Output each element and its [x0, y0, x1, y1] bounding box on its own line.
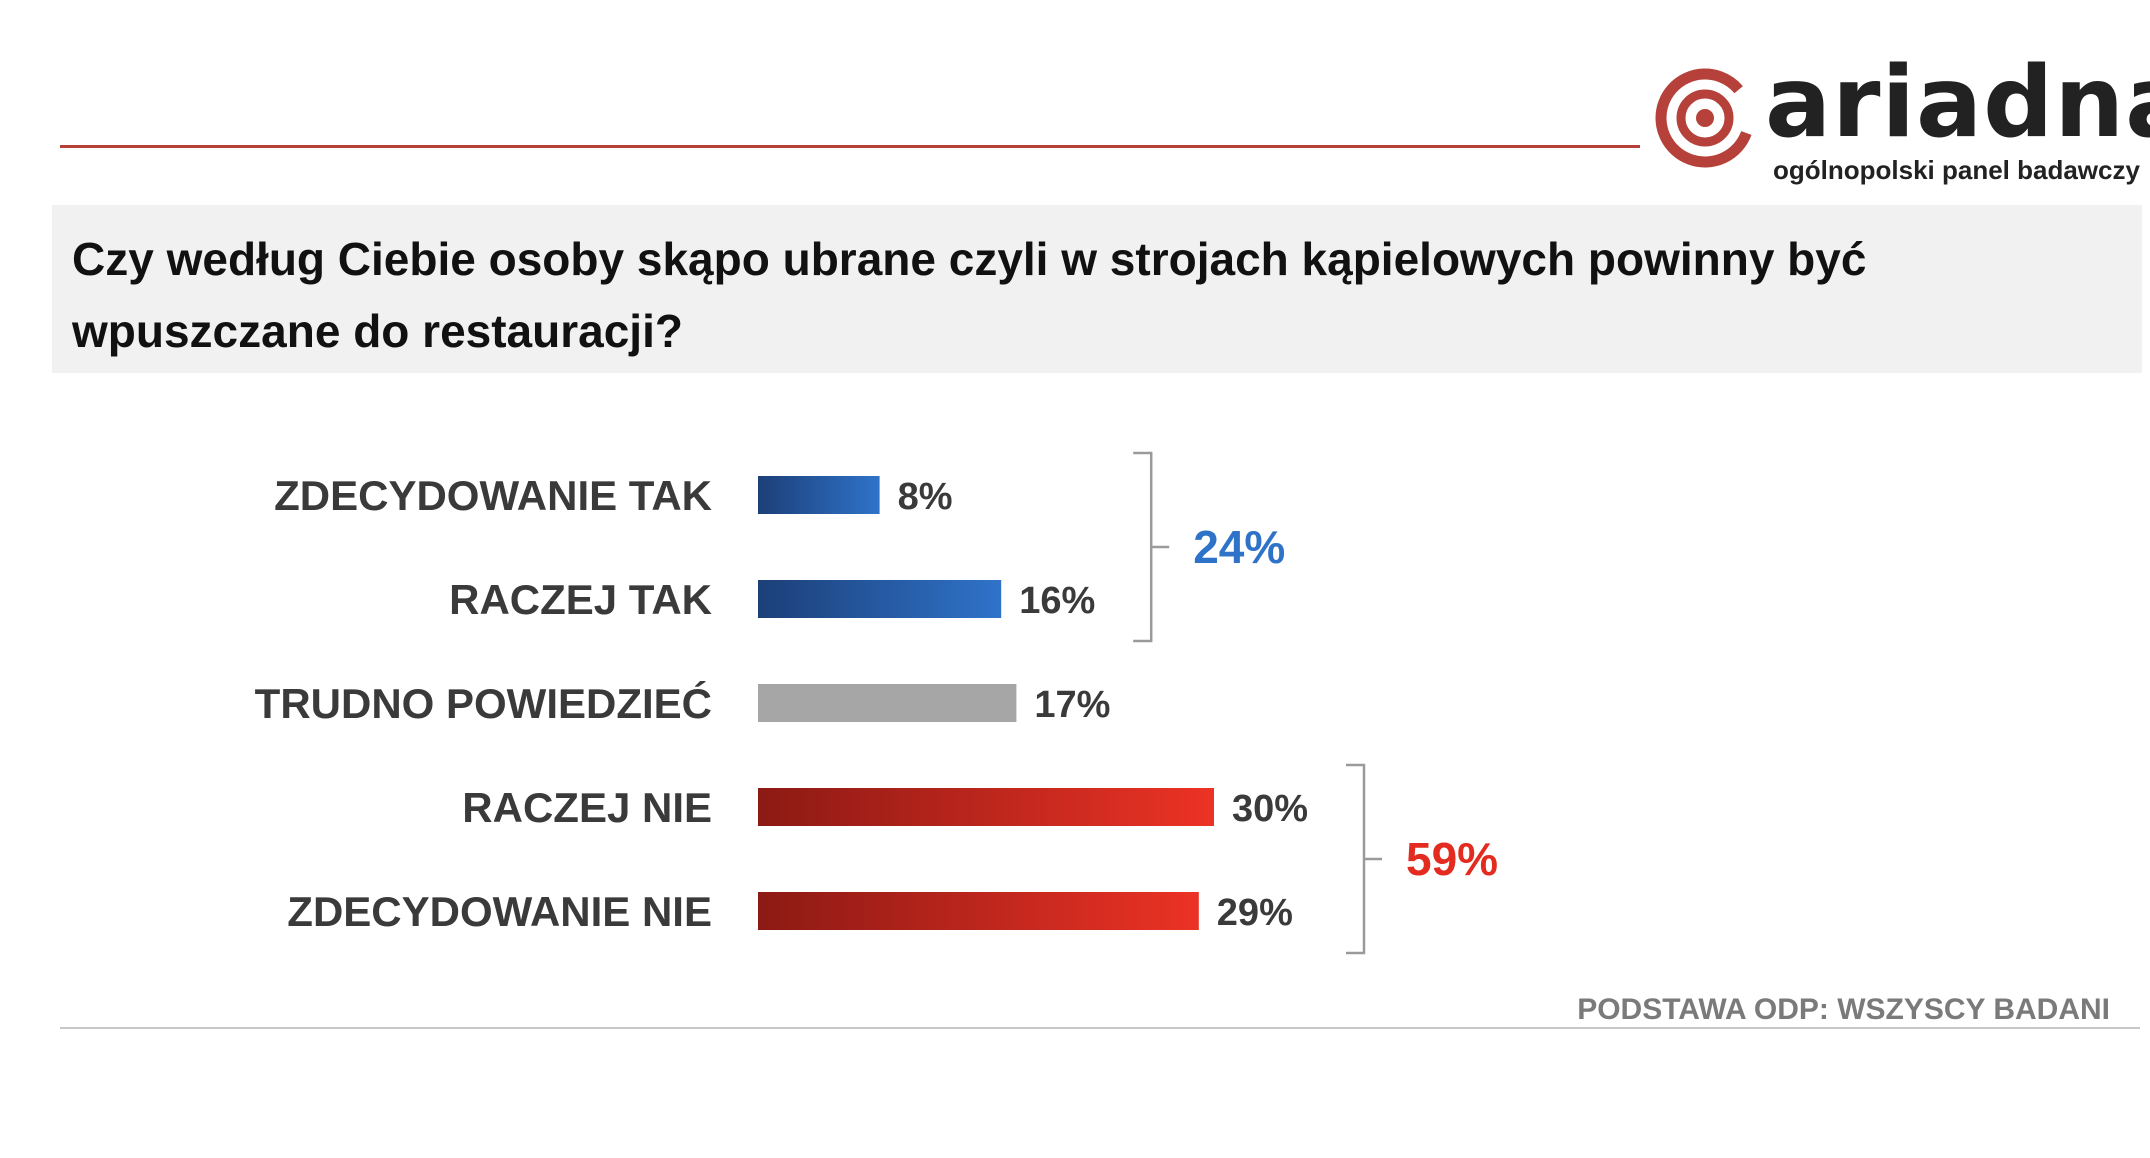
bar [758, 476, 880, 514]
logo-tagline: ogólnopolski panel badawczy [1773, 155, 2140, 185]
bar [758, 788, 1214, 826]
data-label: 17% [1034, 684, 1110, 726]
base-note: PODSTAWA ODP: WSZYSCY BADANI [1577, 993, 2110, 1026]
category-label: ZDECYDOWANIE TAK [274, 472, 712, 519]
category-label: RACZEJ NIE [462, 784, 712, 831]
data-label: 30% [1232, 788, 1308, 830]
data-label: 29% [1217, 892, 1293, 934]
question-title: Czy według Ciebie osoby skąpo ubrane czy… [72, 233, 1867, 357]
bar [758, 684, 1017, 722]
bar [758, 892, 1199, 930]
group-bracket [1133, 451, 1170, 643]
data-label: 8% [898, 476, 953, 518]
group-bracket [1346, 763, 1382, 955]
category-label: TRUDNO POWIEDZIEĆ [255, 679, 712, 727]
group-total-label: 59% [1406, 833, 1498, 885]
ariadna-logo: ariadna ogólnopolski panel badawczy [1655, 54, 2150, 192]
bottom-divider [60, 1027, 2140, 1029]
bar [758, 580, 1002, 618]
logo-wordmark: ariadna [1765, 46, 2150, 160]
top-divider [60, 145, 1640, 148]
group-total-label: 24% [1193, 521, 1285, 573]
category-label: ZDECYDOWANIE NIE [287, 888, 712, 935]
question-panel: Czy według Ciebie osoby skąpo ubrane czy… [52, 205, 2142, 373]
ariadna-at-icon [1655, 68, 1755, 168]
data-label: 16% [1019, 580, 1095, 622]
category-label: RACZEJ TAK [449, 576, 712, 623]
